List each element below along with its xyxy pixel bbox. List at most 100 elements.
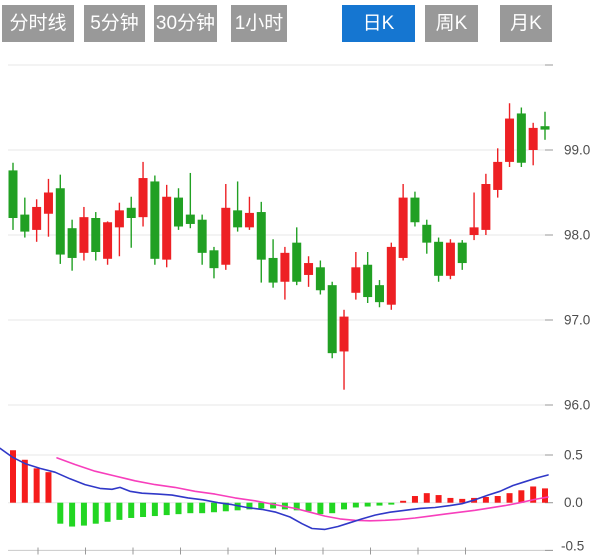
candle-body [516, 113, 526, 163]
macd-bar [104, 502, 111, 522]
candle-body [434, 241, 444, 276]
tab-5min[interactable]: 5分钟 [84, 5, 145, 42]
macd-bar [435, 495, 442, 503]
macd-bar [45, 472, 52, 503]
macd-bar [151, 502, 158, 517]
y-axis-label: 97.0 [564, 313, 590, 328]
candle-body [410, 197, 420, 223]
dif-line [0, 447, 549, 531]
y-axis-label: 0.5 [564, 448, 583, 463]
macd-bar [92, 502, 99, 524]
macd-bar [494, 496, 501, 503]
candle-body [268, 257, 278, 283]
candle-body [315, 267, 325, 291]
candle-body [540, 126, 550, 130]
macd-bar [69, 502, 76, 527]
candle-body [67, 228, 77, 258]
candle-body [126, 207, 136, 218]
period-tabbar: 分时线 5分钟 30分钟 1小时 日K 周K 月K [0, 0, 601, 47]
macd-bar [57, 502, 64, 524]
y-axis-label: 96.0 [564, 398, 590, 413]
candle-body [398, 197, 408, 258]
candle-body [20, 214, 30, 232]
macd-bar [530, 486, 537, 503]
macd-bar [246, 502, 253, 510]
y-axis-label: 99.0 [564, 143, 590, 158]
macd-bar [210, 502, 217, 513]
macd-bar [364, 502, 371, 507]
macd-bar [222, 502, 229, 512]
candle-body [174, 197, 184, 227]
candle-body [138, 178, 148, 218]
macd-bar [352, 502, 359, 508]
dea-line [56, 457, 549, 522]
candle-body [327, 285, 337, 354]
candle-body [91, 218, 101, 252]
macd-bar [199, 502, 206, 514]
macd-bar [376, 502, 383, 506]
candle-body [445, 242, 455, 276]
macd-bar [187, 502, 194, 514]
candle-body [185, 214, 195, 224]
candle-body [244, 212, 254, 228]
macd-bar [411, 496, 418, 503]
macd-bar [506, 493, 513, 503]
macd-bar [305, 502, 312, 512]
candle-body [209, 250, 219, 269]
macd-bar [459, 498, 466, 503]
candle-body [481, 184, 491, 230]
candle-body [280, 252, 290, 282]
macd-bar [482, 496, 489, 503]
candle-body [103, 222, 113, 259]
macd-bar [258, 502, 265, 509]
macd-bar [388, 502, 395, 505]
macd-bar [116, 502, 123, 520]
macd-bar [33, 468, 40, 503]
candle-body [422, 224, 432, 243]
tab-timeline[interactable]: 分时线 [2, 5, 74, 42]
macd-bar [329, 502, 336, 514]
macd-bar [175, 502, 182, 515]
candle-body [351, 267, 361, 293]
candle-body [43, 192, 53, 214]
tab-30min[interactable]: 30分钟 [154, 5, 217, 42]
candle-body [457, 242, 467, 264]
candle-body [528, 127, 538, 150]
candle-body [114, 210, 124, 228]
macd-bar [447, 497, 454, 503]
candle-body [162, 196, 172, 260]
candle-body [256, 212, 266, 260]
macd-bar [293, 502, 300, 511]
candle-body [8, 170, 18, 218]
macd-bar [140, 502, 147, 518]
macd-bar [128, 502, 135, 518]
candle-body [150, 181, 160, 259]
macd-bar [234, 502, 241, 511]
macd-bar [21, 459, 28, 503]
macd-bar [341, 502, 348, 510]
macd-bar [270, 502, 277, 509]
candle-body [363, 264, 373, 298]
macd-bar [423, 493, 430, 503]
tab-weekly-k[interactable]: 周K [425, 5, 478, 42]
candle-body [374, 285, 384, 303]
y-axis-label: 98.0 [564, 228, 590, 243]
y-axis-label: -0.5 [561, 539, 584, 554]
y-axis-label: 0.0 [564, 495, 583, 510]
candle-body [233, 210, 243, 228]
tab-monthly-k[interactable]: 月K [500, 5, 552, 42]
tab-1hour[interactable]: 1小时 [231, 5, 287, 42]
candle-body [32, 206, 42, 230]
candle-body [221, 207, 231, 265]
tab-daily-k[interactable]: 日K [342, 5, 415, 42]
macd-bar [542, 488, 548, 503]
macd-bar [518, 490, 525, 503]
macd-bar [400, 500, 407, 503]
candle-body [493, 161, 503, 190]
candle-body [304, 263, 314, 275]
macd-bar [317, 502, 324, 515]
candle-body [469, 227, 479, 235]
macd-bar [10, 450, 16, 503]
candle-body [339, 316, 349, 352]
